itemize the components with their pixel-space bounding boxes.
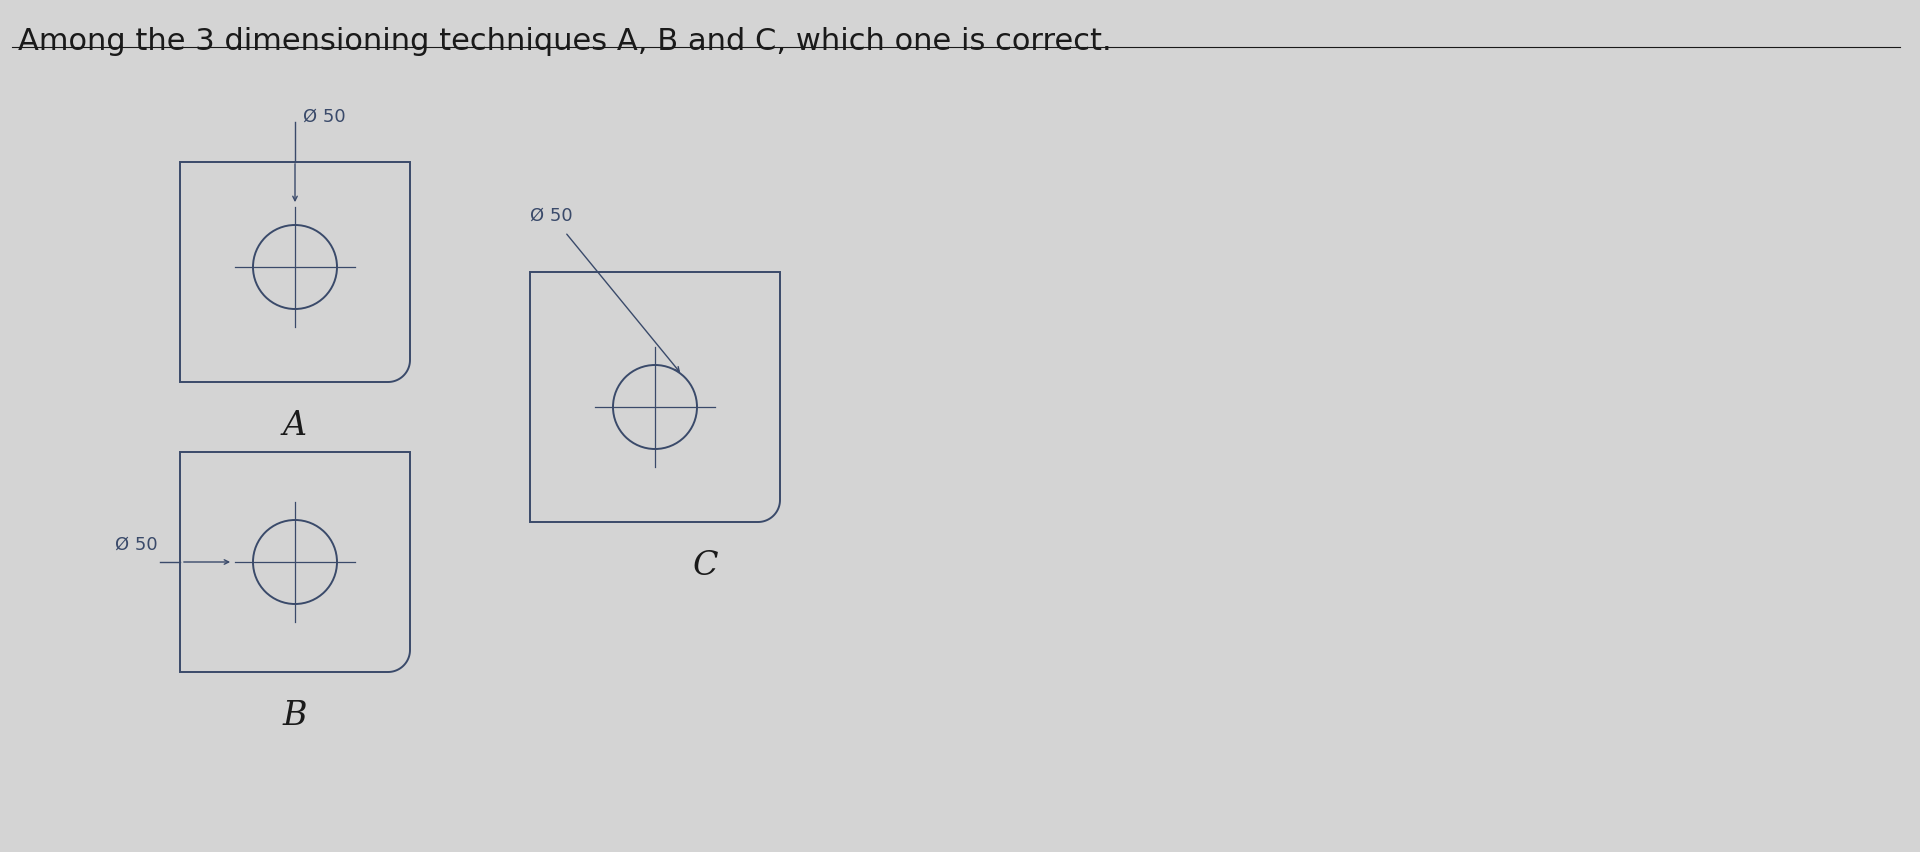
Text: Ø 50: Ø 50 xyxy=(530,207,572,225)
Text: B: B xyxy=(282,700,307,732)
Text: Ø 50: Ø 50 xyxy=(303,108,346,126)
Text: Among the 3 dimensioning techniques A, B and C, which one is correct.: Among the 3 dimensioning techniques A, B… xyxy=(17,27,1112,56)
Text: C: C xyxy=(693,550,718,582)
Text: Ø 50: Ø 50 xyxy=(115,536,157,554)
Text: A: A xyxy=(282,410,307,442)
